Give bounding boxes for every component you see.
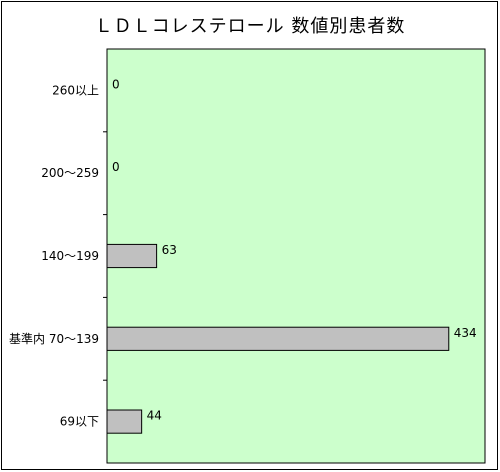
bar [106, 326, 450, 351]
plot-area [106, 48, 486, 464]
category-label: 基準内 70～139 [9, 331, 99, 346]
data-label: 44 [147, 409, 162, 423]
bar [106, 409, 143, 434]
category-axis [103, 131, 107, 381]
data-label: 63 [162, 243, 177, 257]
bar [106, 243, 158, 269]
chart-title: ＬＤＬコレステロール 数値別患者数 [94, 16, 406, 37]
category-label: 260以上 [52, 83, 99, 97]
category-label: 69以下 [60, 415, 99, 429]
category-label: 140～199 [41, 249, 99, 263]
plot-background [106, 48, 486, 464]
labels: 260以上 0 200～259 0 140～199 63 基準内 70～139 434 69以下… [9, 77, 477, 428]
data-label: 0 [112, 77, 120, 91]
data-label: 434 [454, 326, 477, 340]
bars [106, 243, 450, 434]
data-label: 0 [112, 160, 120, 174]
category-label: 200～259 [41, 166, 99, 180]
